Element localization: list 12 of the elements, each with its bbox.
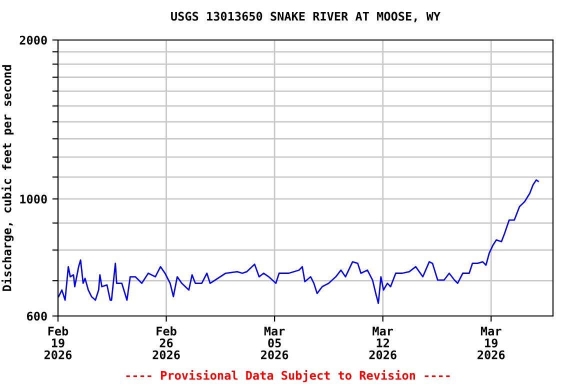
x-tick-label: Mar 12 2026	[369, 326, 396, 360]
x-tick-label: Feb 19 2026	[44, 326, 72, 360]
text: ---- Provisional Data Subject to Revision ----	[126, 370, 450, 382]
chart-title: USGS 13013650 SNAKE RIVER AT MOOSE, WY	[171, 12, 440, 22]
y-tick-label: 2000	[20, 36, 47, 45]
y-tick-label: 1000	[20, 194, 47, 204]
line-series	[58, 179, 539, 304]
y-axis-title: Discharge, cubic feet per second	[2, 65, 14, 291]
x-tick-label: Mar 05 2026	[261, 326, 288, 360]
x-tick-label: Mar 19 2026	[478, 326, 505, 360]
y-tick-label: 600	[27, 312, 47, 321]
x-tick-label: Feb 26 2026	[152, 326, 180, 360]
